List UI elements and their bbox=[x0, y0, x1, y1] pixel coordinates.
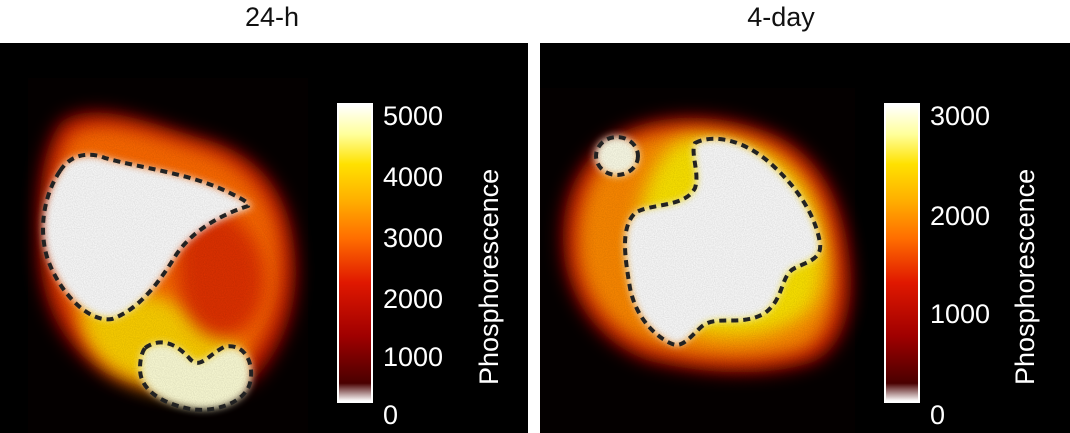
panel-title-24h: 24-h bbox=[244, 2, 300, 32]
colorbar-tick: 2000 bbox=[930, 201, 991, 231]
colorbar-tick: 3000 bbox=[930, 101, 991, 131]
colorbar-tick: 2000 bbox=[383, 284, 444, 314]
colorbar-tick: 1000 bbox=[383, 342, 444, 372]
colorbar-24h bbox=[337, 103, 373, 403]
colorbar-tick: 4000 bbox=[383, 162, 444, 192]
panel-title-4day: 4-day bbox=[747, 2, 815, 32]
colorbar-label: Phosphorescence bbox=[1010, 168, 1040, 385]
contour-small bbox=[594, 135, 640, 177]
colorbar-tick: 1000 bbox=[930, 299, 991, 329]
colorbar-tick: 5000 bbox=[383, 101, 444, 131]
phosphorescence-map-4day bbox=[540, 88, 855, 433]
colorbar-4day bbox=[884, 103, 920, 403]
colorbar-label: Phosphorescence bbox=[474, 168, 504, 385]
contour-upper bbox=[41, 152, 251, 322]
contour-lower bbox=[137, 340, 254, 412]
contour-main bbox=[623, 136, 823, 347]
image-panel-4day: 3000 2000 1000 0 Phosphorescence bbox=[540, 43, 1070, 433]
colorbar-tick: 3000 bbox=[383, 223, 444, 253]
colorbar-tick: 0 bbox=[383, 400, 399, 430]
image-panel-24h: 5000 4000 3000 2000 1000 0 Phosphorescen… bbox=[0, 43, 528, 433]
phosphorescence-map-24h bbox=[28, 78, 308, 433]
colorbar-tick: 0 bbox=[930, 400, 946, 430]
